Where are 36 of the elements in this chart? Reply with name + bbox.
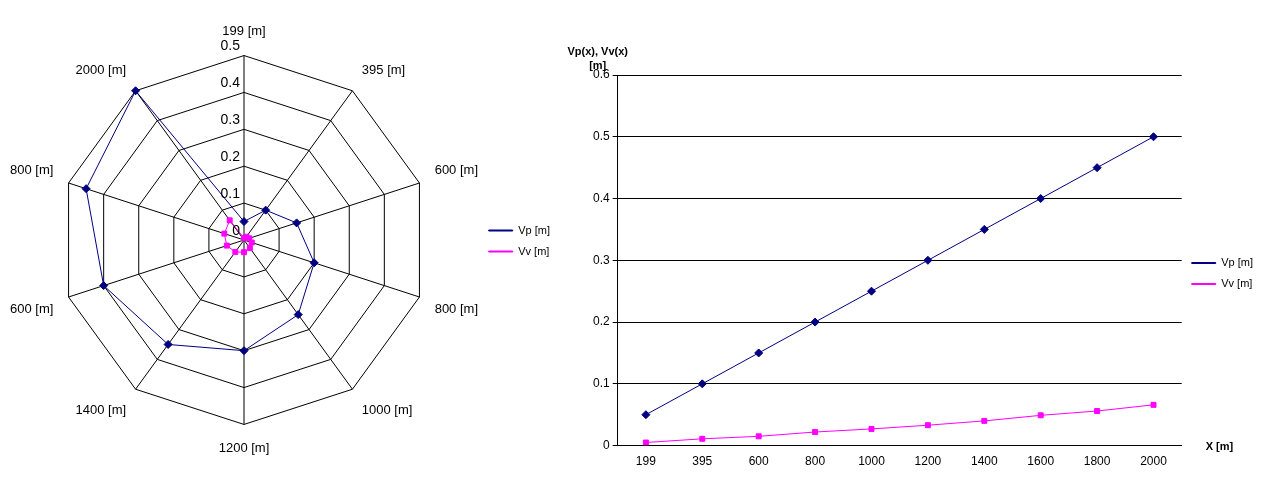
- spoke-label: 1000 [m]: [361, 401, 413, 417]
- spoke-label: 1200 [m]: [218, 439, 270, 455]
- y-tick-label: 0: [602, 437, 610, 452]
- y-tick-label: 0.2: [592, 314, 610, 329]
- x-tick-label: 199: [635, 454, 657, 469]
- x-tick-label: 2000: [1140, 454, 1168, 469]
- y-tick-label: 0.3: [220, 111, 241, 128]
- x-tick-label: 395: [692, 454, 713, 469]
- y-tick-label: 0.1: [220, 184, 241, 201]
- y-tick-label: 0.1: [592, 376, 610, 391]
- legend-label: Vv [m]: [518, 244, 550, 257]
- spoke-label: 600 [m]: [10, 301, 54, 317]
- spoke-label: 600 [m]: [434, 161, 478, 177]
- spoke-label: 800 [m]: [434, 301, 478, 317]
- x-tick-label: 1800: [1083, 454, 1111, 469]
- y-tick-label: 0.4: [220, 74, 241, 91]
- y-tick-label: 0.5: [220, 37, 241, 54]
- legend-label: Vp [m]: [1221, 256, 1254, 269]
- spoke-label: 800 [m]: [10, 161, 54, 177]
- x-tick-label: 1000: [858, 454, 886, 469]
- spoke-label: 2000 [m]: [75, 61, 127, 77]
- y-tick-label: 0.4: [592, 190, 610, 205]
- legend-label: Vp [m]: [518, 223, 551, 236]
- spoke-label: 1400 [m]: [75, 401, 127, 417]
- x-axis-title: X [m]: [1205, 439, 1234, 452]
- legend-label: Vv [m]: [1221, 277, 1253, 290]
- y-tick-label: 0.5: [592, 129, 610, 144]
- x-tick-label: 800: [805, 454, 826, 469]
- x-tick-label: 1200: [914, 454, 942, 469]
- x-tick-label: 600: [748, 454, 770, 469]
- y-tick-label: 0.2: [220, 148, 241, 165]
- y-tick-label: 0.3: [592, 252, 610, 267]
- spoke-label: 395 [m]: [361, 61, 406, 77]
- x-tick-label: 1600: [1027, 454, 1055, 469]
- spoke-label: 199 [m]: [222, 23, 266, 39]
- x-tick-label: 1400: [970, 454, 998, 469]
